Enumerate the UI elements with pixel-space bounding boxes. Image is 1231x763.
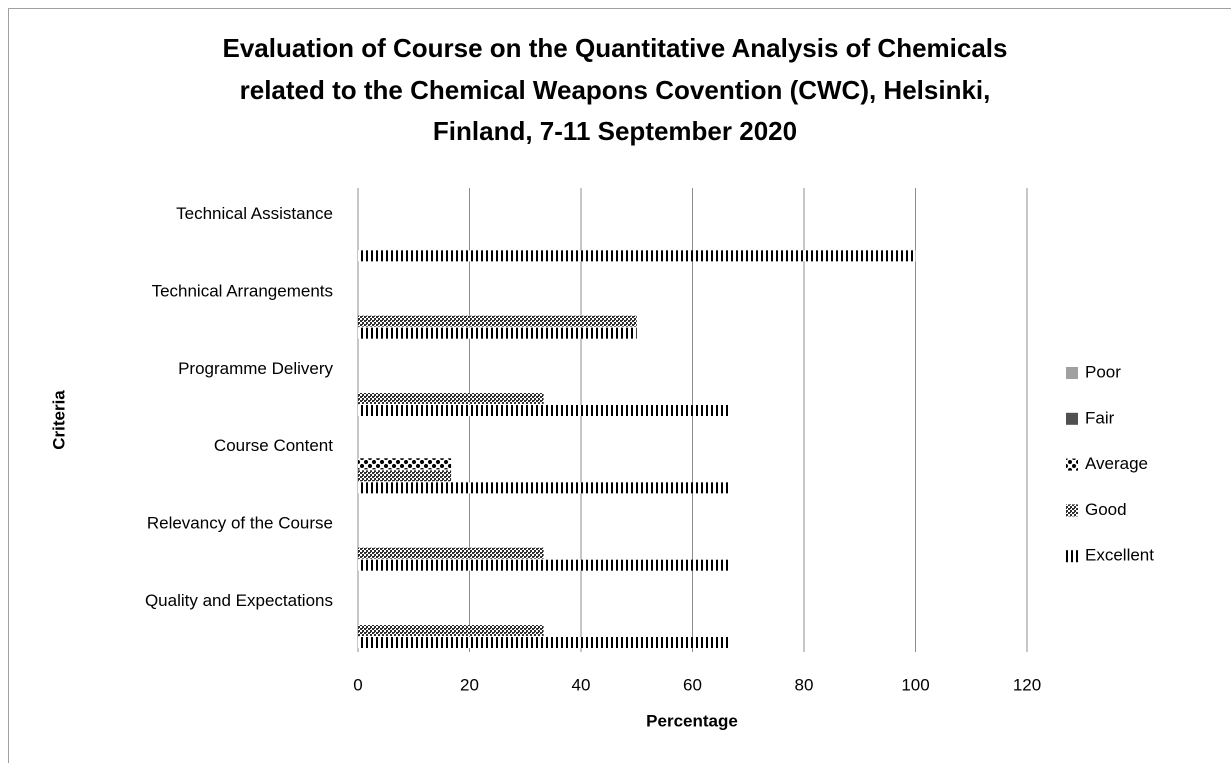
y-tick-label: Programme Delivery	[178, 359, 333, 378]
y-tick-label: Course Content	[214, 436, 333, 455]
bar	[358, 482, 730, 494]
y-tick-label: Relevancy of the Course	[147, 513, 333, 532]
x-axis-title: Percentage	[646, 711, 738, 730]
legend-swatch	[1066, 504, 1078, 517]
bar	[358, 250, 916, 262]
y-tick-label: Technical Arrangements	[152, 281, 333, 300]
legend-label: Fair	[1085, 408, 1115, 427]
x-tick-label: 40	[572, 675, 591, 694]
x-tick-label: 60	[683, 675, 702, 694]
bar	[358, 405, 730, 416]
bar	[358, 327, 637, 339]
bar	[358, 470, 452, 482]
bar	[358, 393, 544, 404]
legend-label: Excellent	[1085, 546, 1154, 565]
legend-label: Average	[1085, 454, 1148, 473]
bar	[358, 458, 452, 470]
legend-label: Poor	[1085, 362, 1121, 381]
y-axis-title: Criteria	[49, 390, 68, 450]
chart-title: Evaluation of Course on the Quantitative…	[223, 33, 1008, 63]
bar	[358, 625, 544, 636]
bar	[358, 559, 730, 571]
legend-swatch	[1066, 412, 1078, 425]
bar	[358, 315, 637, 327]
legend-label: Good	[1085, 500, 1127, 519]
chart-title: related to the Chemical Weapons Coventio…	[240, 75, 991, 105]
x-tick-label: 0	[353, 675, 362, 694]
x-tick-label: 20	[460, 675, 479, 694]
x-tick-label: 120	[1013, 675, 1041, 694]
legend-swatch	[1066, 550, 1078, 563]
chart-title: Finland, 7-11 September 2020	[433, 116, 797, 146]
legend-swatch	[1066, 458, 1078, 471]
bar	[358, 637, 730, 648]
chart-border	[8, 8, 1231, 763]
x-tick-label: 100	[901, 675, 929, 694]
x-tick-label: 80	[795, 675, 814, 694]
bar	[358, 547, 544, 559]
y-tick-label: Technical Assistance	[176, 204, 333, 223]
y-tick-label: Quality and Expectations	[145, 591, 333, 610]
legend-swatch	[1066, 367, 1078, 379]
